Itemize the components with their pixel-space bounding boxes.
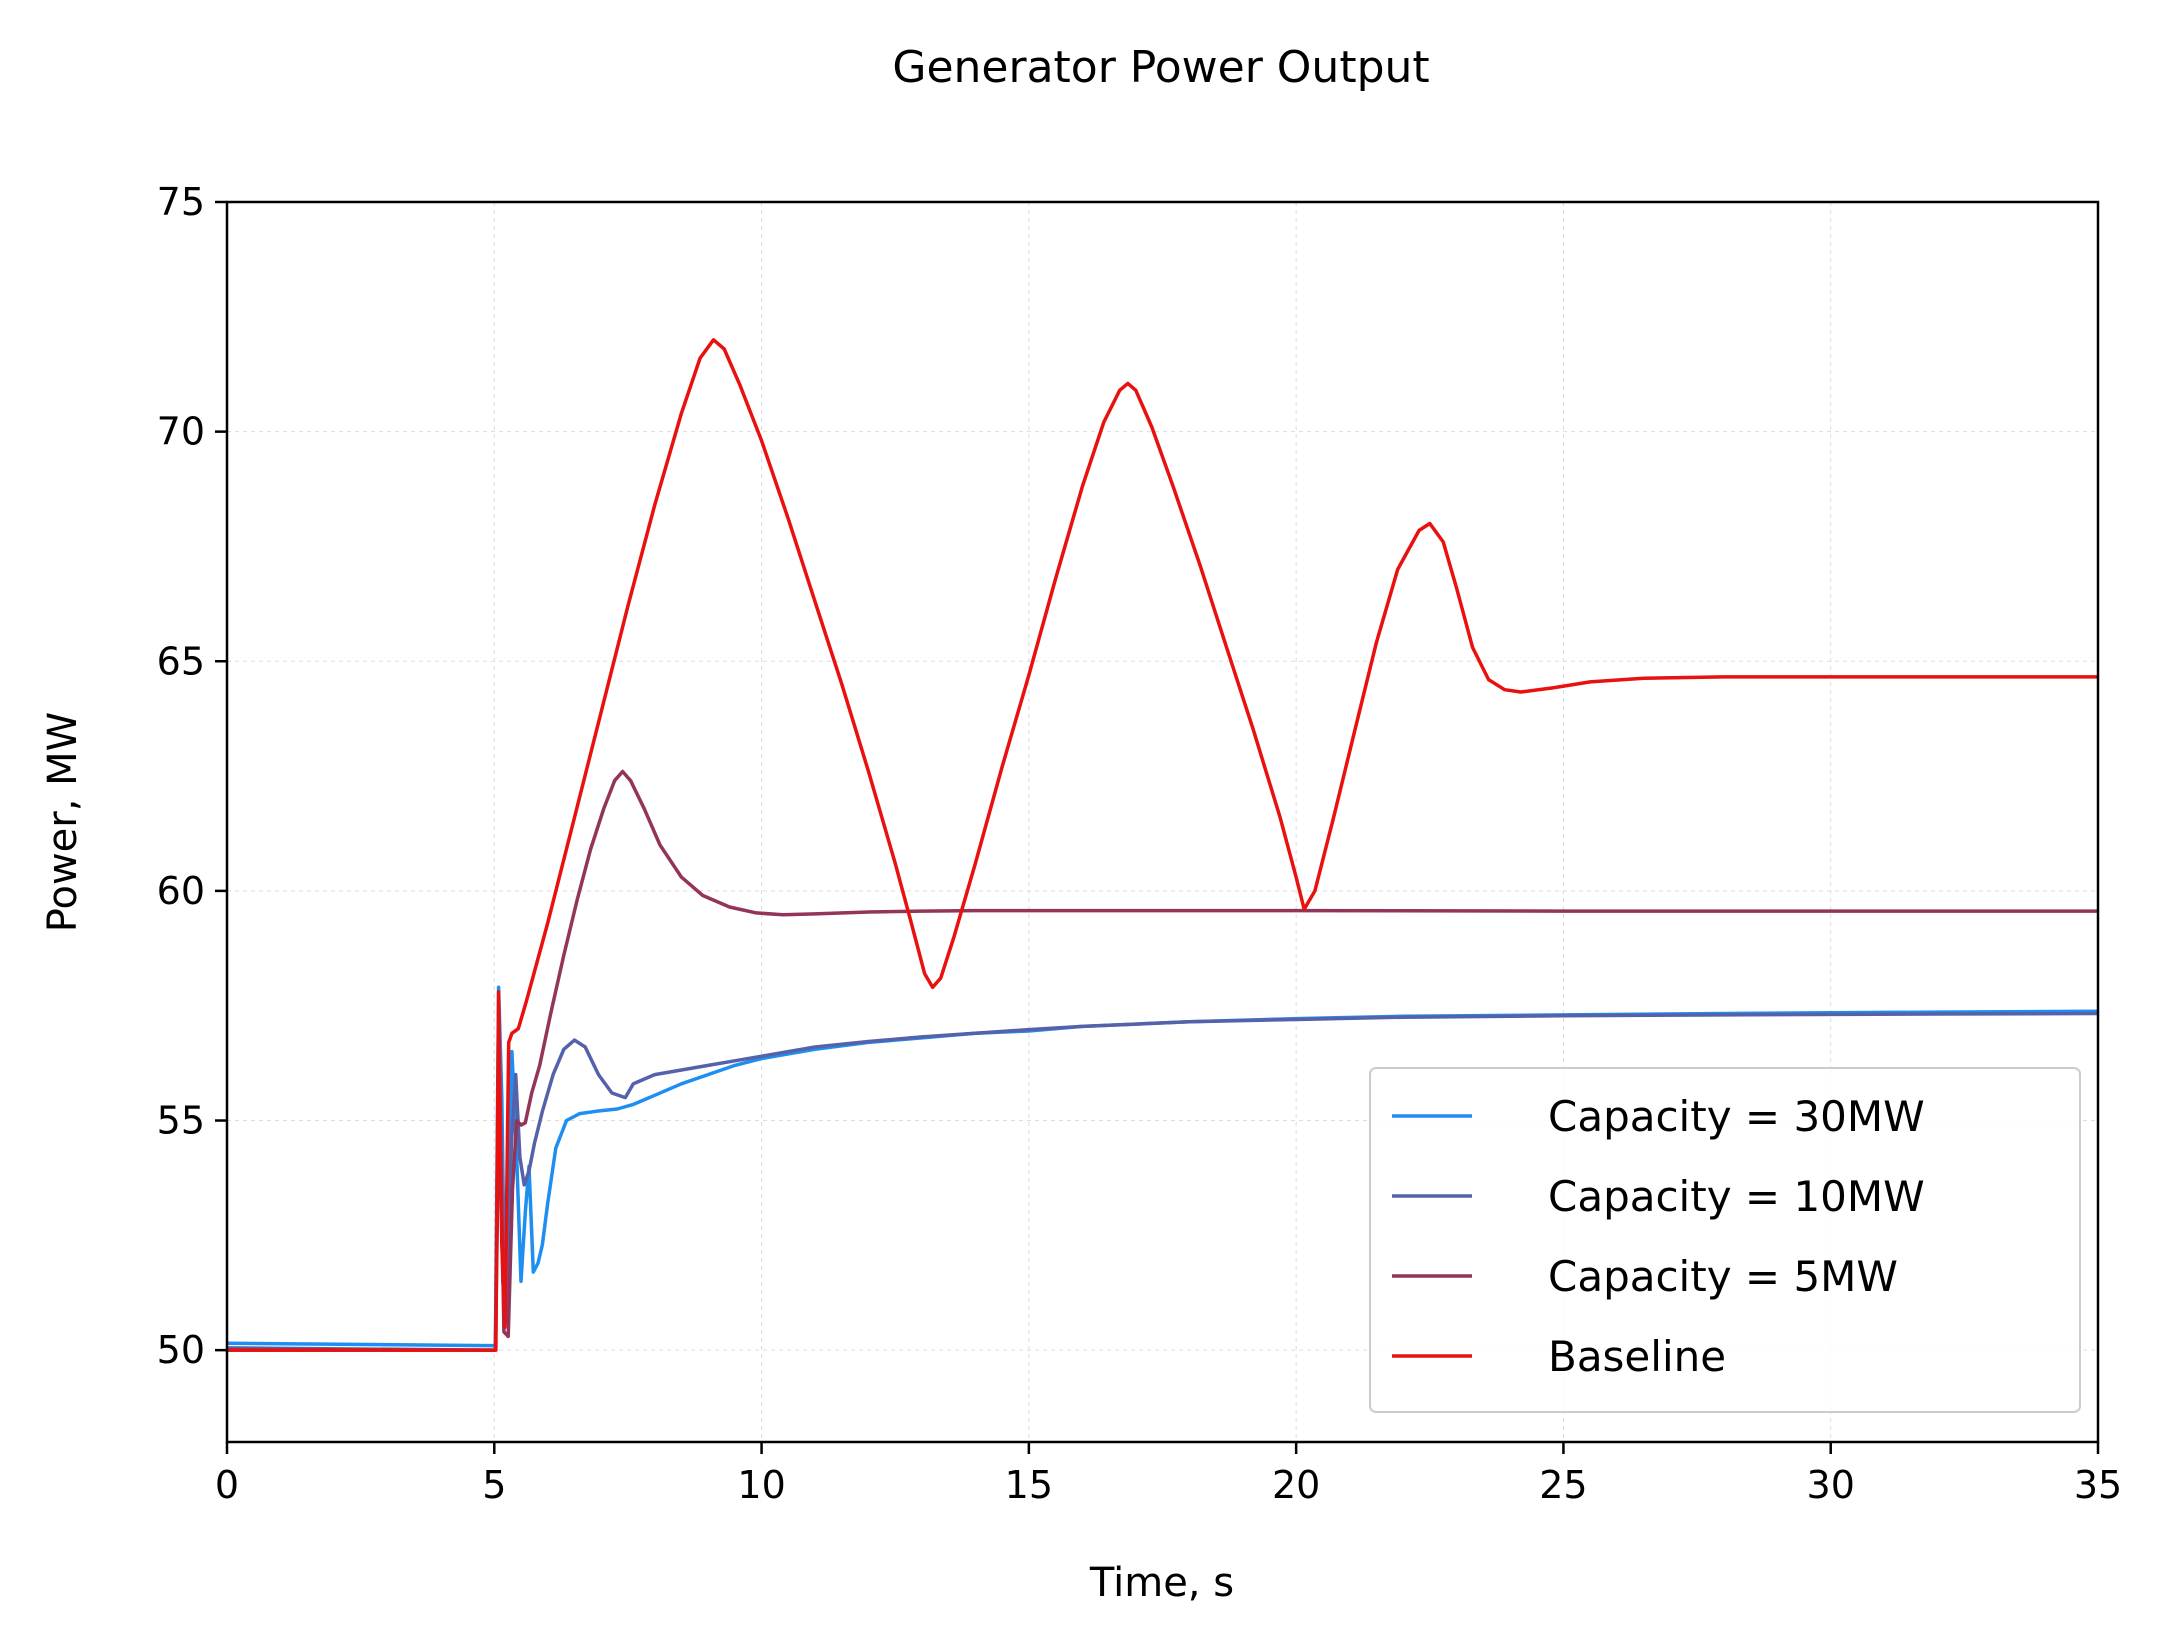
legend-label: Baseline	[1548, 1332, 1726, 1381]
x-tick-label: 5	[482, 1463, 506, 1507]
y-tick-label: 50	[157, 1328, 205, 1372]
x-tick-label: 15	[1005, 1463, 1053, 1507]
series-line	[227, 338, 2098, 1352]
legend-label: Capacity = 10MW	[1548, 1172, 1925, 1221]
series-line	[226, 1011, 2099, 1352]
y-tick-label: 75	[157, 180, 205, 224]
x-tick-label: 20	[1272, 1463, 1320, 1507]
x-tick-label: 25	[1539, 1463, 1587, 1507]
plot-area	[226, 338, 2099, 1352]
x-tick-label: 35	[2074, 1463, 2122, 1507]
series-line	[227, 769, 2098, 1352]
y-tick-label: 65	[157, 639, 205, 683]
x-tick-label: 10	[737, 1463, 785, 1507]
y-tick-label: 60	[157, 869, 205, 913]
chart-title: Generator Power Output	[892, 42, 1429, 93]
x-tick-label: 30	[1807, 1463, 1855, 1507]
legend-label: Capacity = 30MW	[1548, 1092, 1925, 1141]
legend-box	[1369, 1067, 2081, 1413]
legend: Capacity = 30MW Capacity = 10MW Capacity =…	[1369, 1067, 2081, 1413]
y-axis-label: Power, MW	[40, 712, 86, 932]
axis-ticks: 0 5 10 15 20 25 30 35 50 55 60 65 70 75	[157, 180, 2123, 1507]
y-tick-label: 70	[157, 410, 205, 454]
x-tick-label: 0	[215, 1463, 239, 1507]
legend-label: Capacity = 5MW	[1548, 1252, 1898, 1301]
y-tick-label: 55	[157, 1099, 205, 1143]
x-axis-label: Time, s	[1089, 1560, 1234, 1606]
axes-frame	[225, 200, 2100, 1444]
